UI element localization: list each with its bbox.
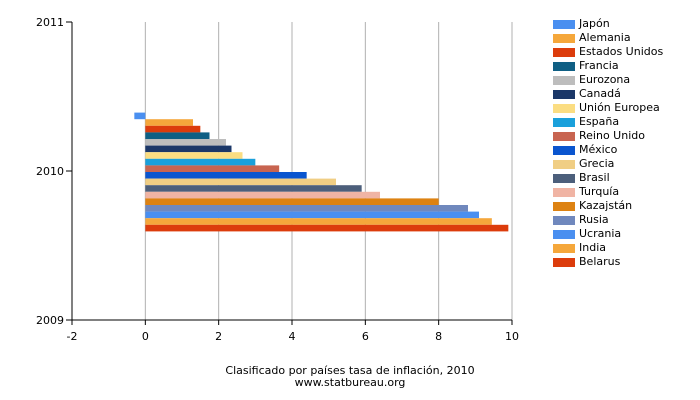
legend-label: Eurozona bbox=[579, 73, 631, 86]
chart-subtitle: www.statbureau.org bbox=[294, 376, 406, 389]
legend-item: Ucrania bbox=[553, 227, 663, 241]
legend-label: México bbox=[579, 143, 618, 156]
legend-swatch bbox=[553, 103, 575, 113]
legend-item: Unión Europea bbox=[553, 101, 663, 115]
x-tick-label: 2 bbox=[215, 330, 222, 343]
bar-belarus bbox=[145, 224, 509, 232]
legend-swatch bbox=[553, 33, 575, 43]
legend-label: Kazajstán bbox=[579, 199, 633, 212]
bars bbox=[134, 112, 509, 232]
legend-item: Kazajstán bbox=[553, 199, 663, 213]
axes bbox=[66, 21, 513, 325]
bar-reino-unido bbox=[145, 165, 280, 172]
legend-label: Brasil bbox=[579, 171, 610, 184]
legend-swatch bbox=[553, 229, 575, 239]
legend-label: Unión Europea bbox=[579, 101, 660, 114]
y-tick-label: 2010 bbox=[36, 165, 64, 178]
legend-item: Turquía bbox=[553, 185, 663, 199]
legend-item: Francia bbox=[553, 59, 663, 73]
legend-swatch bbox=[553, 117, 575, 127]
legend-item: Alemania bbox=[553, 31, 663, 45]
legend-item: Canadá bbox=[553, 87, 663, 101]
legend-item: Estados Unidos bbox=[553, 45, 663, 59]
legend-label: Belarus bbox=[579, 255, 621, 268]
legend-swatch bbox=[553, 187, 575, 197]
legend-item: Belarus bbox=[553, 255, 663, 269]
legend-swatch bbox=[553, 243, 575, 253]
x-tick-label: -2 bbox=[67, 330, 78, 343]
bar-ucrania bbox=[145, 211, 480, 219]
legend-label: Reino Unido bbox=[579, 129, 645, 142]
legend-item: India bbox=[553, 241, 663, 255]
bar-japón bbox=[134, 112, 146, 120]
legend-swatch bbox=[553, 215, 575, 225]
legend-item: México bbox=[553, 143, 663, 157]
legend-label: Canadá bbox=[579, 87, 621, 100]
bar-canadá bbox=[145, 145, 232, 153]
legend-swatch bbox=[553, 47, 575, 57]
legend-label: Ucrania bbox=[579, 227, 622, 240]
legend-label: India bbox=[579, 241, 606, 254]
grid-lines bbox=[144, 22, 513, 320]
legend-label: Alemania bbox=[579, 31, 631, 44]
x-tick-label: 10 bbox=[505, 330, 519, 343]
bar-estados-unidos bbox=[145, 125, 201, 133]
legend-item: Japón bbox=[553, 17, 663, 31]
legend-label: Turquía bbox=[579, 185, 620, 198]
tick-labels: -2 0 2 4 6 8 10 2011 2010 2009 bbox=[36, 16, 519, 343]
bar-turquía bbox=[145, 191, 380, 199]
legend-swatch bbox=[553, 61, 575, 71]
y-tick-label: 2009 bbox=[36, 314, 64, 327]
legend-item: España bbox=[553, 115, 663, 129]
bar-españa bbox=[145, 158, 256, 166]
legend-label: Estados Unidos bbox=[579, 45, 664, 58]
legend-label: Francia bbox=[579, 59, 619, 72]
legend-label: Grecia bbox=[579, 157, 615, 170]
legend: Japón Alemania Estados Unidos Francia Eurozo… bbox=[553, 17, 663, 269]
bar-brasil bbox=[145, 185, 362, 192]
legend-item: Rusia bbox=[553, 213, 663, 227]
y-tick-label: 2011 bbox=[36, 16, 64, 29]
legend-item: Reino Unido bbox=[553, 129, 663, 143]
bar-eurozona bbox=[145, 139, 226, 146]
legend-item: Brasil bbox=[553, 171, 663, 185]
legend-label: España bbox=[579, 115, 620, 128]
bar-rusia bbox=[145, 205, 469, 212]
x-tick-label: 0 bbox=[142, 330, 149, 343]
bar-unión-europea bbox=[145, 152, 243, 159]
legend-swatch bbox=[553, 89, 575, 99]
legend-swatch bbox=[553, 173, 575, 183]
bar-india bbox=[145, 218, 492, 225]
bar-francia bbox=[145, 132, 210, 139]
bar-alemania bbox=[145, 119, 193, 126]
legend-label: Rusia bbox=[579, 213, 609, 226]
bar-méxico bbox=[145, 172, 307, 179]
x-tick-label: 4 bbox=[289, 330, 296, 343]
legend-item: Grecia bbox=[553, 157, 663, 171]
legend-item: Eurozona bbox=[553, 73, 663, 87]
x-tick-label: 6 bbox=[362, 330, 369, 343]
legend-swatch bbox=[553, 19, 575, 29]
legend-swatch bbox=[553, 75, 575, 85]
bar-grecia bbox=[145, 178, 336, 186]
legend-swatch bbox=[553, 257, 575, 267]
bar-kazajstán bbox=[145, 198, 439, 205]
chart-title: Clasificado por países tasa de inflación… bbox=[225, 364, 475, 377]
legend-swatch bbox=[553, 131, 575, 141]
legend-label: Japón bbox=[579, 17, 610, 30]
legend-swatch bbox=[553, 159, 575, 169]
legend-swatch bbox=[553, 201, 575, 211]
legend-swatch bbox=[553, 145, 575, 155]
x-tick-label: 8 bbox=[435, 330, 442, 343]
